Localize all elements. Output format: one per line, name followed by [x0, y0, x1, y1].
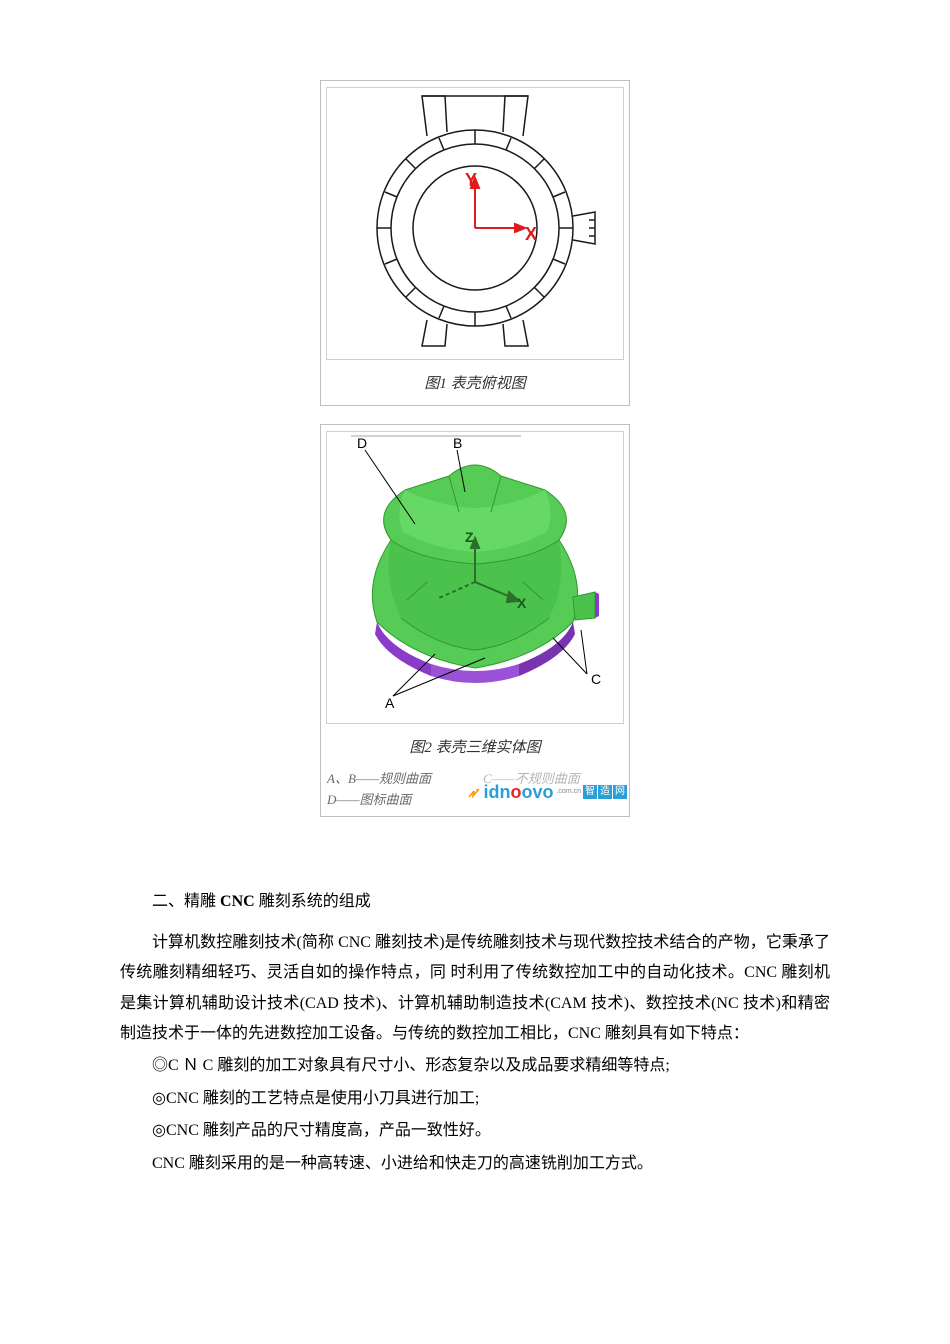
bullet-3: ◎CNC 雕刻产品的尺寸精度高，产品一致性好。	[120, 1116, 830, 1146]
idnovo-logo: idnoovo .com.cn 智 造 网	[467, 783, 627, 801]
figure-2-caption: 图2 表壳三维实体图	[409, 734, 540, 763]
figure-1-drawing: Y X	[326, 87, 624, 360]
logo-badge-1: 造	[598, 785, 612, 799]
legend-d: D——图标曲面	[327, 790, 471, 811]
logo-sup: .com.cn	[556, 788, 581, 795]
label-d: D	[357, 435, 367, 451]
logo-arrow-icon	[467, 785, 481, 799]
figure-2: Z X D B A C 图2 表壳三维实体图	[120, 424, 830, 817]
logo-text-ovo: ovo	[521, 782, 553, 802]
intro-paragraph: 计算机数控雕刻技术(简称 CNC 雕刻技术)是传统雕刻技术与现代数控技术结合的产…	[120, 928, 830, 1050]
logo-text: idnoovo	[483, 783, 553, 801]
axis-x-label: X	[525, 224, 537, 244]
logo-text-id: idn	[483, 782, 510, 802]
axis-z-label: Z	[465, 529, 474, 545]
axis-x-label-2: X	[517, 595, 527, 611]
tail-paragraph: CNC 雕刻采用的是一种高转速、小进给和快走刀的高速铣削加工方式。	[120, 1149, 830, 1179]
section-title-bold: CNC	[220, 893, 255, 910]
axis-y-label: Y	[465, 170, 477, 190]
figure-1: Y X 图1 表壳俯视图	[120, 80, 830, 406]
watch-case-top-view: Y X	[327, 88, 623, 348]
bullet-1: ◎C Ｎ C 雕刻的加工对象具有尺寸小、形态复杂以及成品要求精细等特点;	[120, 1051, 830, 1081]
bullet-2: ◎CNC 雕刻的工艺特点是使用小刀具进行加工;	[120, 1084, 830, 1114]
logo-badge-0: 智	[583, 785, 597, 799]
figure-1-frame: Y X 图1 表壳俯视图	[320, 80, 630, 406]
bullet-3-text: ◎CNC 雕刻产品的尺寸精度高，产品一致性好。	[152, 1122, 491, 1139]
figure-2-drawing: Z X D B A C	[326, 431, 624, 724]
logo-badge: 智 造 网	[583, 785, 627, 799]
bullet-1-text: ◎C Ｎ C 雕刻的加工对象具有尺寸小、形态复杂以及成品要求精细等特点;	[152, 1057, 670, 1074]
watch-case-3d-view: Z X D B A C	[327, 432, 623, 712]
section-title: 二、精雕 CNC 雕刻系统的组成	[120, 887, 830, 917]
legend-ab: A、B——规则曲面	[327, 769, 471, 790]
section-title-suffix: 雕刻系统的组成	[255, 893, 371, 910]
label-c: C	[591, 671, 601, 687]
figure-2-legend: A、B——规则曲面 C——不规则曲面 D——图标曲面 idnoovo .com.…	[327, 769, 627, 811]
label-a: A	[385, 695, 395, 711]
logo-badge-2: 网	[613, 785, 627, 799]
label-b: B	[453, 435, 462, 451]
bullet-2-text: ◎CNC 雕刻的工艺特点是使用小刀具进行加工;	[152, 1090, 479, 1107]
figure-2-frame: Z X D B A C 图2 表壳三维实体图	[320, 424, 630, 817]
section-title-prefix: 二、精雕	[152, 893, 220, 910]
figure-1-caption: 图1 表壳俯视图	[424, 370, 525, 399]
